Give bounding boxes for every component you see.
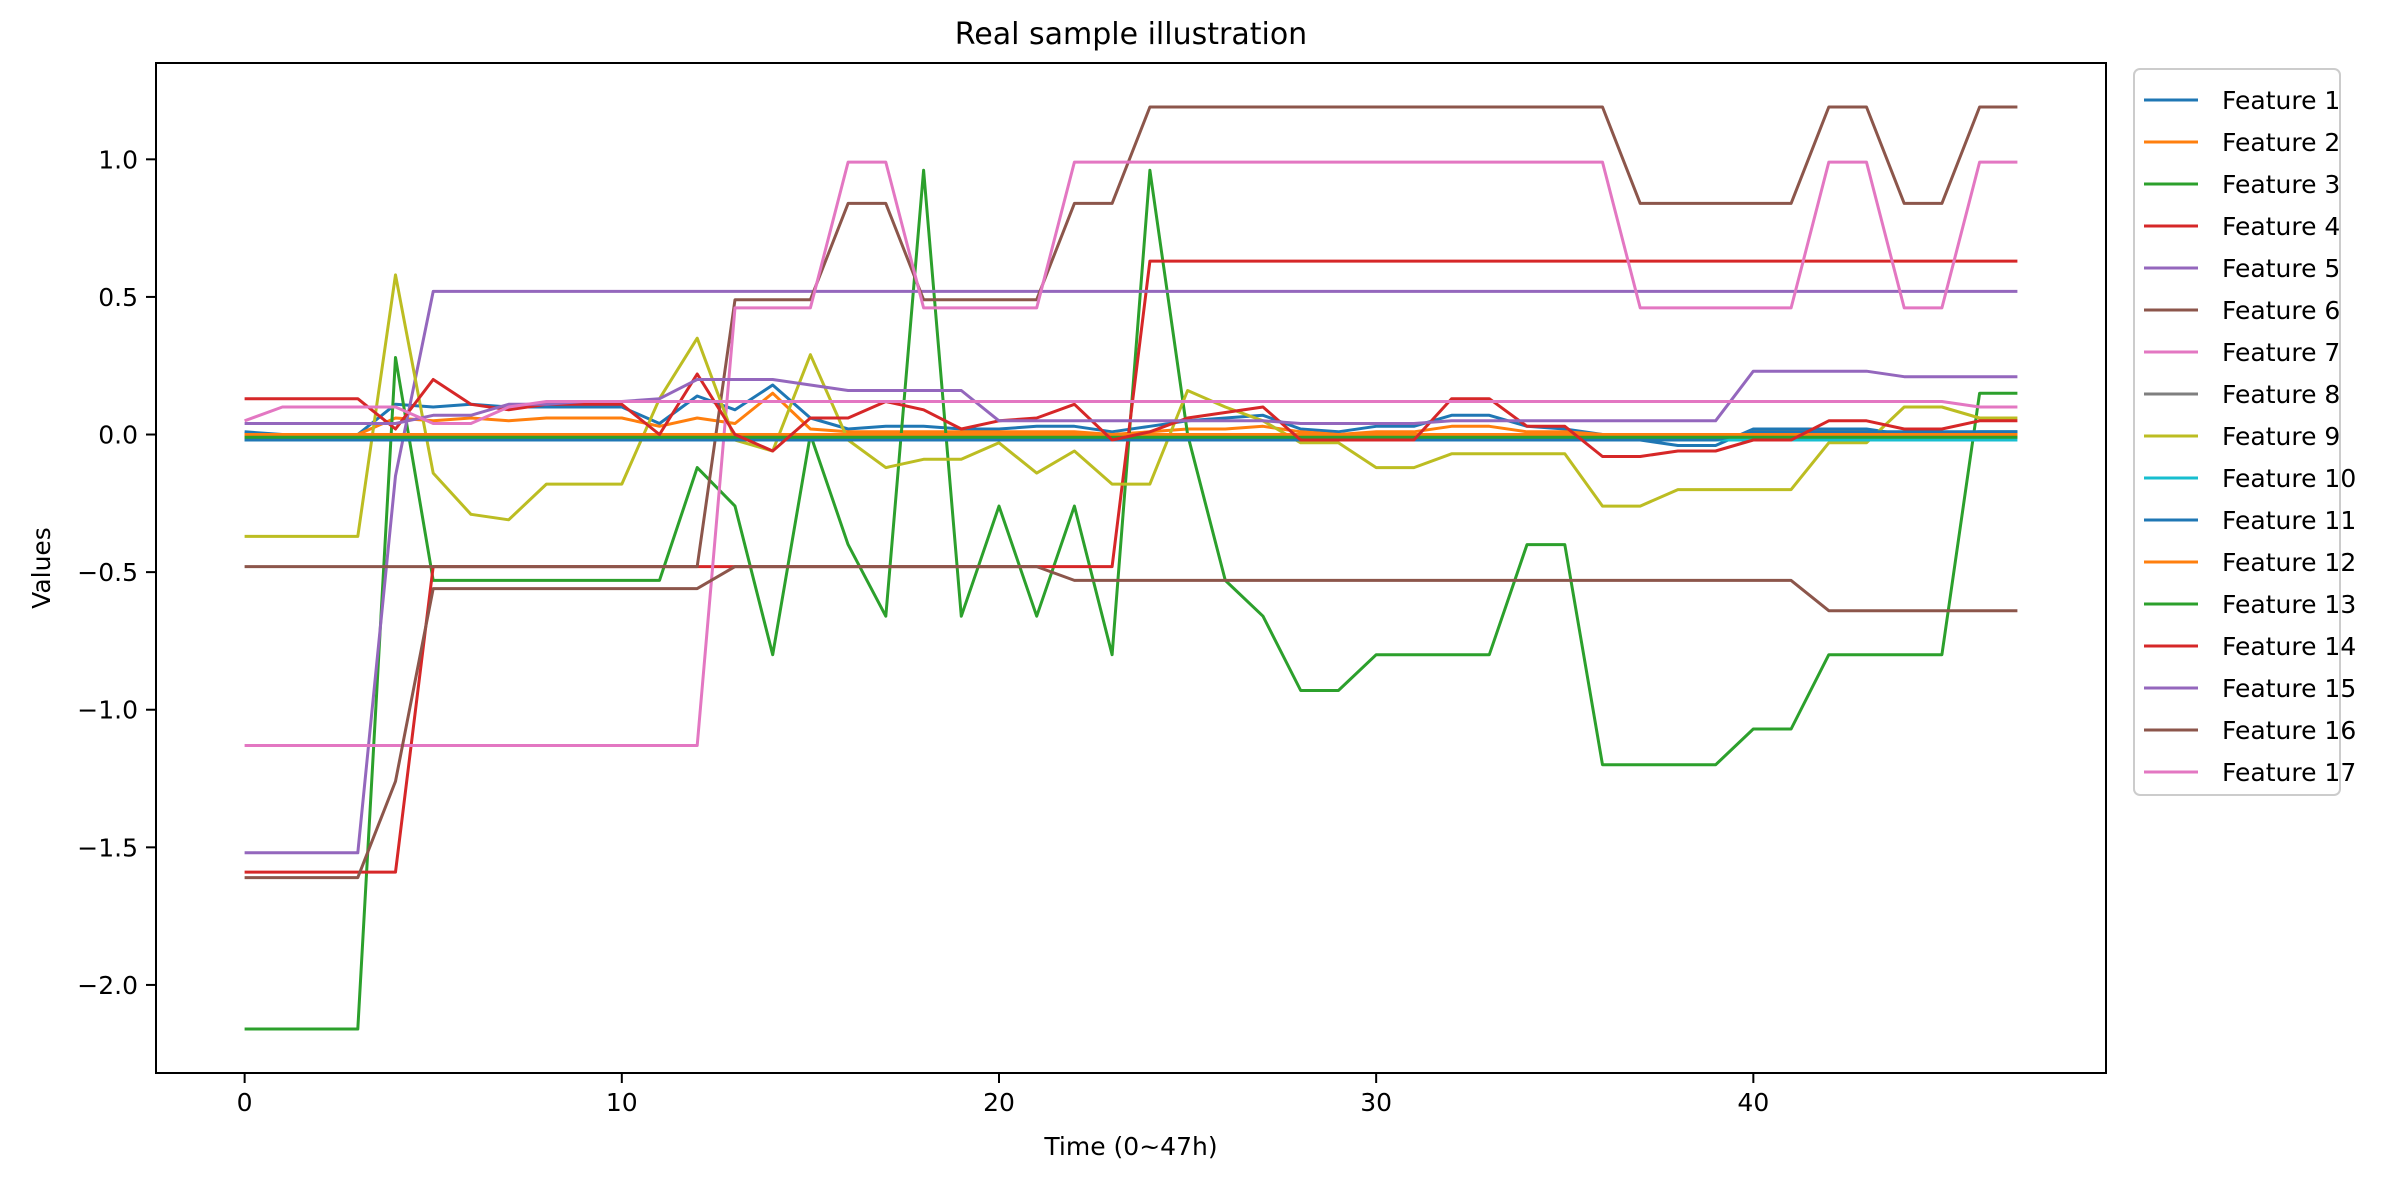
legend-label: Feature 3 (2222, 170, 2340, 199)
y-tick-label: 1.0 (98, 145, 138, 174)
y-tick-label: 0.5 (98, 283, 138, 312)
legend-label: Feature 16 (2222, 716, 2356, 745)
legend-label: Feature 6 (2222, 296, 2340, 325)
legend-label: Feature 13 (2222, 590, 2356, 619)
x-axis-label: Time (0~47h) (1043, 1132, 1217, 1161)
x-tick-label: 0 (237, 1088, 253, 1117)
series-line-feature-7 (244, 160, 2018, 747)
series-line-feature-9 (244, 273, 2018, 538)
legend-label: Feature 2 (2222, 128, 2340, 157)
y-tick-label: −1.0 (77, 696, 138, 725)
legend-label: Feature 8 (2222, 380, 2340, 409)
legend-label: Feature 9 (2222, 422, 2340, 451)
series-line-feature-16 (244, 565, 2018, 880)
series-layer (244, 105, 2018, 1031)
x-tick-label: 40 (1737, 1088, 1769, 1117)
legend-label: Feature 7 (2222, 338, 2340, 367)
y-tick-label: −0.5 (77, 558, 138, 587)
series-line-feature-5 (244, 289, 2018, 855)
legend-label: Feature 11 (2222, 506, 2356, 535)
y-tick-label: −2.0 (77, 971, 138, 1000)
legend-label: Feature 5 (2222, 254, 2340, 283)
legend-label: Feature 10 (2222, 464, 2356, 493)
chart-title: Real sample illustration (955, 17, 1307, 52)
series-line-feature-6 (244, 105, 2018, 569)
legend: Feature 1 Feature 2 Feature 3 Feature 4 Feat… (2133, 68, 2356, 796)
legend-box (2133, 68, 2341, 796)
y-tick-label: −1.5 (77, 833, 138, 862)
x-tick-label: 20 (983, 1088, 1015, 1117)
x-tick-label: 10 (606, 1088, 638, 1117)
legend-label: Feature 4 (2222, 212, 2340, 241)
x-tick-label: 30 (1360, 1088, 1392, 1117)
y-axis-label: Values (27, 527, 56, 609)
legend-label: Feature 1 (2222, 86, 2340, 115)
legend-label: Feature 14 (2222, 632, 2356, 661)
x-axis: 0 10 20 30 40 (237, 1073, 1769, 1117)
y-tick-label: 0.0 (98, 421, 138, 450)
series-line-feature-17 (244, 400, 2018, 425)
plot-frame (155, 62, 2107, 1074)
y-axis: −2.0 −1.5 −1.0 −0.5 0.0 0.5 1.0 (77, 145, 156, 1000)
legend-label: Feature 15 (2222, 674, 2356, 703)
legend-label: Feature 17 (2222, 758, 2356, 787)
series-line-feature-15 (244, 369, 2018, 425)
legend-label: Feature 12 (2222, 548, 2356, 577)
